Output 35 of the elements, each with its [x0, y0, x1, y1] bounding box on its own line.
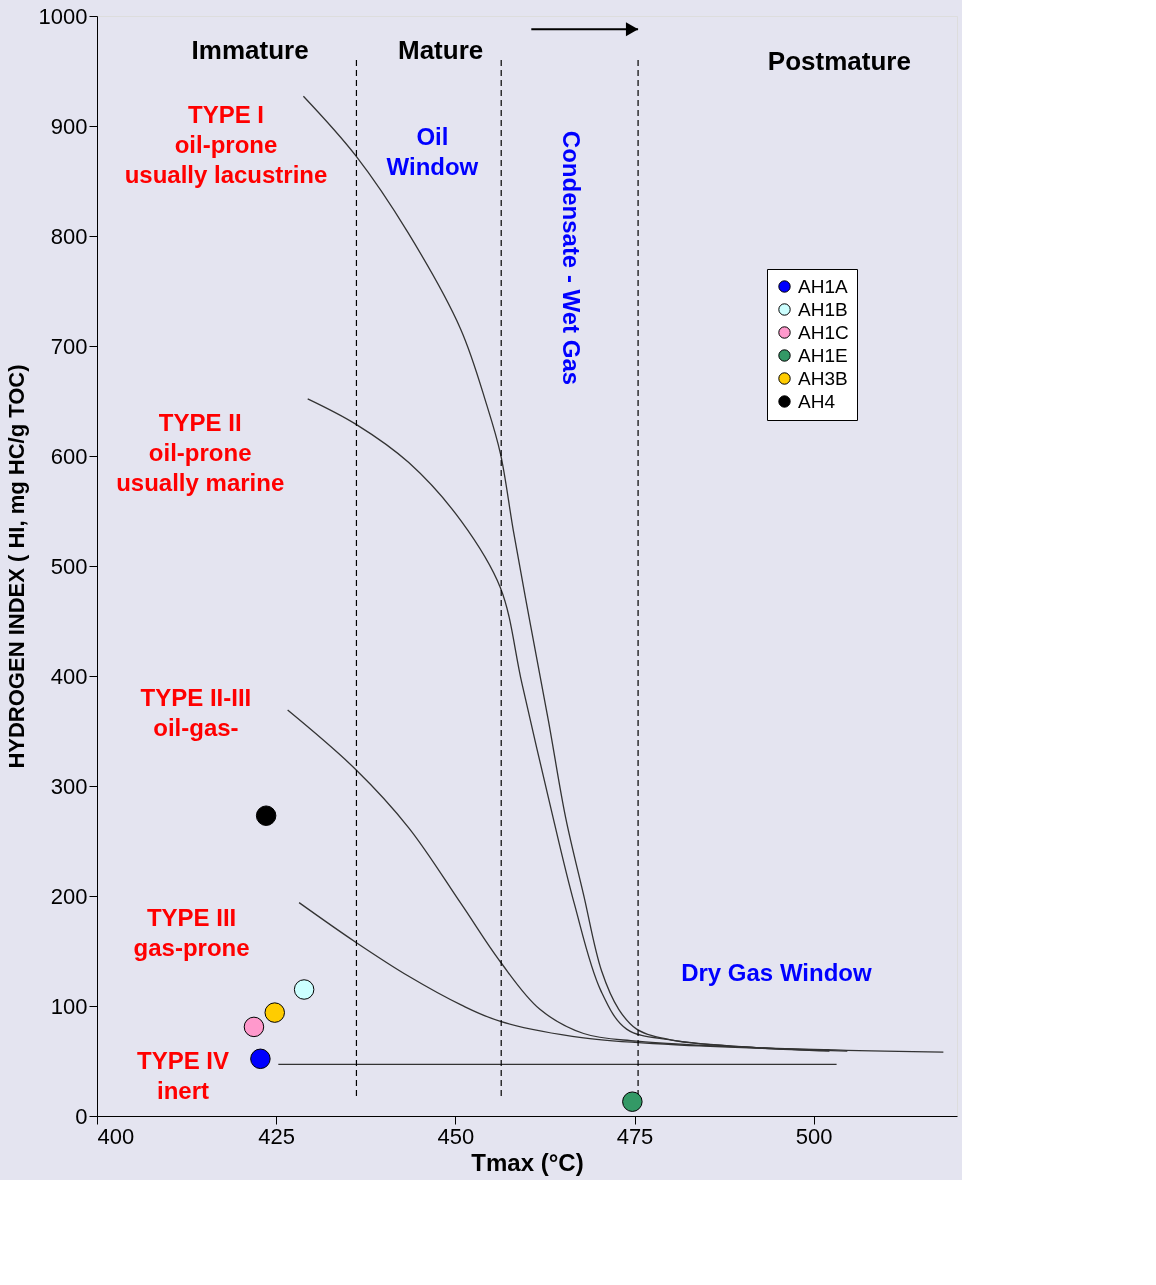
x-tick-label: 425: [258, 1123, 296, 1149]
x-tick-label: 475: [616, 1123, 654, 1149]
y-tick-label: 400: [50, 663, 88, 689]
x-tick-label: 400: [97, 1123, 135, 1149]
legend-label: AH1E: [798, 344, 848, 366]
y-tick-label: 1000: [38, 3, 88, 29]
annotation: Condensate - Wet Gas: [558, 130, 585, 386]
y-tick-label: 200: [50, 883, 88, 909]
y-tick-label: 500: [50, 553, 88, 579]
y-tick-label: 900: [50, 113, 88, 139]
legend-label: AH3B: [798, 367, 848, 389]
y-tick-label: 0: [75, 1103, 88, 1129]
legend-label: AH1A: [798, 275, 848, 297]
annotation: Dry Gas Window: [681, 959, 872, 986]
annotation: TYPE I oil-prone usually lacustrine: [124, 101, 328, 188]
annotation: Immature: [191, 35, 309, 65]
annotation: TYPE III gas-prone: [133, 904, 250, 961]
legend-label: AH1B: [798, 298, 848, 320]
y-tick-label: 100: [50, 993, 88, 1019]
annotation: Postmature: [767, 46, 911, 76]
y-tick-label: 600: [50, 443, 88, 469]
y-tick-label: 300: [50, 773, 88, 799]
y-tick-label: 700: [50, 333, 88, 359]
annotation: TYPE II oil-prone usually marine: [116, 409, 285, 496]
legend-label: AH4: [798, 390, 836, 412]
annotation: TYPE II-III oil-gas-: [140, 684, 252, 741]
annotation: Oil Window: [386, 123, 479, 180]
legend-label: AH1C: [798, 321, 849, 343]
y-tick-label: 800: [50, 223, 88, 249]
y-axis-title: HYDROGEN INDEX ( HI, mg HC/g TOC): [3, 364, 29, 769]
annotation: TYPE IV inert: [136, 1047, 230, 1104]
x-tick-label: 500: [795, 1123, 833, 1149]
x-tick-label: 450: [437, 1123, 475, 1149]
annotation: Mature: [398, 35, 484, 65]
x-axis-title: Tmax (°C): [471, 1148, 584, 1176]
